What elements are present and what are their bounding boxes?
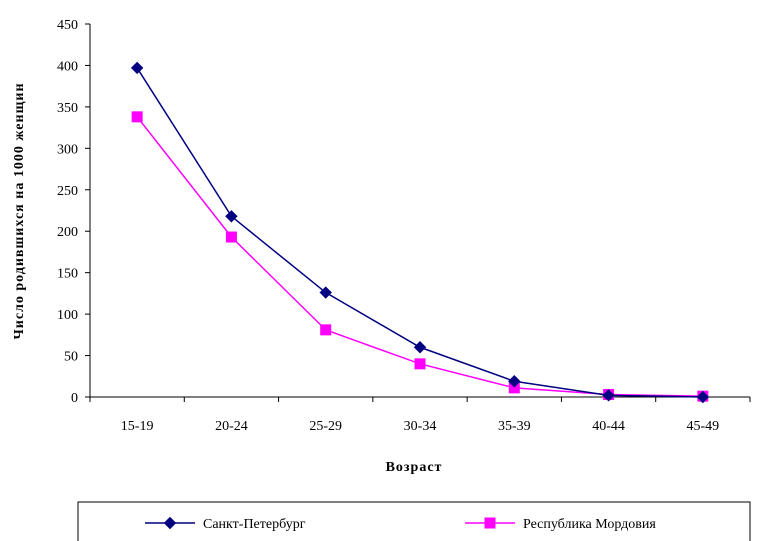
- y-tick-label: 250: [57, 184, 78, 199]
- series-1: [130, 61, 710, 404]
- data-point: [602, 389, 615, 402]
- x-tick-label: 15-19: [121, 419, 154, 434]
- legend-marker: [484, 517, 496, 529]
- series-layer: [130, 61, 710, 404]
- x-tick-label: 30-34: [404, 419, 437, 434]
- legend-label: Республика Мордовия: [523, 517, 656, 532]
- legend: Санкт-Петербург Республика Мордовия: [77, 501, 751, 541]
- y-tick-label: 400: [57, 59, 78, 74]
- y-tick-label: 50: [64, 350, 78, 365]
- data-point: [130, 61, 144, 75]
- series-line: [136, 116, 703, 397]
- data-point: [320, 324, 332, 336]
- x-axis-title: Возраст: [386, 460, 443, 475]
- x-tick-label: 25-29: [309, 419, 342, 434]
- y-tick-label: 0: [71, 391, 78, 406]
- legend-marker: [163, 516, 177, 530]
- legend-box: [77, 501, 751, 541]
- x-tick-label: 45-49: [687, 419, 720, 434]
- legend-item: Санкт-Петербург: [145, 516, 306, 532]
- data-point: [508, 375, 521, 388]
- legend-item: Республика Мордовия: [465, 517, 656, 532]
- y-tick-label: 150: [57, 267, 78, 282]
- y-tick-label: 350: [57, 101, 78, 116]
- data-point: [319, 286, 332, 299]
- series-2: [131, 111, 709, 402]
- data-point: [413, 341, 427, 354]
- y-tick-label: 100: [57, 308, 78, 323]
- x-tick-label: 20-24: [215, 419, 248, 434]
- data-point: [225, 231, 237, 243]
- x-tick-label: 40-44: [592, 419, 625, 434]
- y-tick-label: 200: [57, 225, 78, 240]
- data-point: [131, 111, 143, 123]
- y-tick-label: 450: [57, 18, 78, 33]
- legend-label: Санкт-Петербург: [203, 517, 306, 532]
- y-axis-title: Число родившихся на 1000 женщин: [12, 82, 27, 339]
- y-tick-label: 300: [57, 142, 78, 157]
- data-point: [414, 358, 426, 370]
- x-tick-label: 35-39: [498, 419, 531, 434]
- data-point: [696, 390, 710, 404]
- axes: 0 50 100 150 200 250 300 350 400 450 15-19 20-24 25-…: [57, 18, 751, 434]
- data-point: [225, 210, 238, 223]
